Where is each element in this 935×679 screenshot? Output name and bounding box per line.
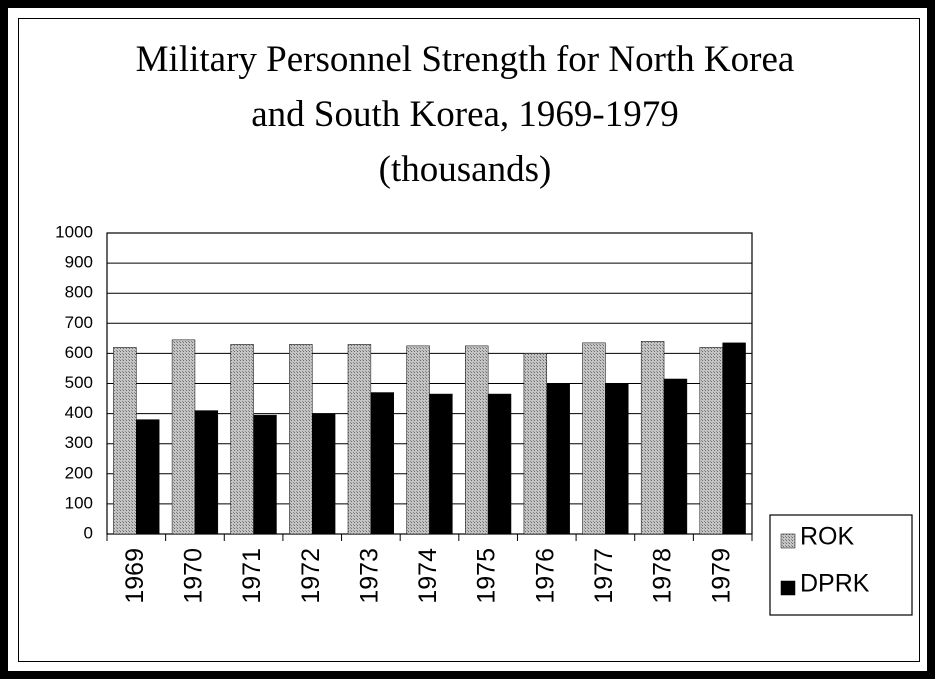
- bar: [465, 345, 489, 535]
- y-tick-label: 300: [65, 433, 93, 452]
- inner-border: [18, 18, 920, 662]
- bar: [605, 383, 629, 535]
- bar: [311, 413, 336, 535]
- y-tick-label: 700: [65, 313, 93, 332]
- bar: [640, 341, 665, 535]
- x-tick-label: 1970: [180, 548, 208, 604]
- bar: [722, 342, 746, 535]
- y-tick-label: 400: [65, 403, 93, 422]
- bar: [487, 393, 512, 535]
- bar: [663, 378, 688, 535]
- y-tick-label: 800: [65, 283, 93, 302]
- x-tick-label: 1979: [707, 548, 735, 604]
- x-tick-label: 1976: [531, 548, 559, 604]
- bar: [113, 347, 137, 535]
- chart-title: Military Personnel Strength for North Ko…: [135, 39, 795, 135]
- x-tick-label: 1969: [121, 548, 149, 604]
- bar: [136, 419, 160, 535]
- x-tick-label: 1975: [473, 548, 501, 604]
- bar: [523, 353, 548, 535]
- bar: [194, 410, 219, 535]
- x-tick-label: 1978: [649, 548, 677, 604]
- bar: [347, 344, 372, 535]
- bar: [406, 345, 430, 535]
- x-tick-label: 1974: [414, 548, 442, 604]
- y-tick-label: 500: [65, 373, 93, 392]
- legend-swatch: [780, 533, 796, 549]
- x-tick-label: 1973: [355, 548, 383, 604]
- y-tick-label: 600: [65, 343, 93, 362]
- bar: [230, 344, 254, 535]
- bar: [253, 414, 277, 535]
- x-tick-label: 1971: [238, 548, 266, 604]
- y-tick-label: 100: [65, 493, 93, 512]
- bar: [699, 347, 723, 535]
- legend-label: DPRK: [800, 570, 870, 598]
- legend-label: ROK: [800, 523, 855, 551]
- y-tick-label: 900: [65, 253, 93, 272]
- y-tick-label: 0: [84, 523, 93, 542]
- bar: [370, 392, 394, 535]
- y-tick-label: 200: [65, 463, 93, 482]
- bar: [582, 342, 606, 535]
- chart-subtitle: (thousands): [378, 149, 552, 190]
- bar: [429, 393, 453, 535]
- legend-swatch: [780, 580, 796, 596]
- y-tick-label: 1000: [55, 222, 93, 241]
- bar: [289, 344, 313, 535]
- x-tick-label: 1972: [297, 548, 325, 604]
- bar: [171, 339, 196, 535]
- bar: [546, 383, 570, 535]
- x-tick-label: 1977: [590, 548, 618, 604]
- legend-box: [769, 514, 913, 616]
